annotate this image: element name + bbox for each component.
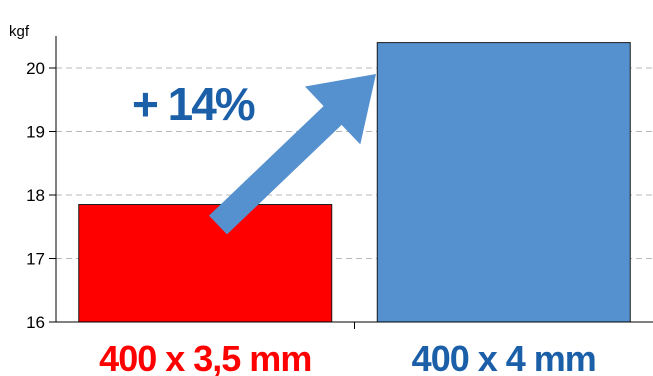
y-tick-label: 17 bbox=[26, 250, 45, 269]
y-tick-label: 19 bbox=[26, 123, 45, 142]
y-ticks: 16 17 18 19 20 bbox=[26, 59, 56, 332]
increase-annotation: + 14% bbox=[132, 78, 255, 130]
y-tick-label: 18 bbox=[26, 186, 45, 205]
bar bbox=[376, 42, 631, 323]
increase-arrow bbox=[209, 74, 376, 235]
x-category-label: 400 x 3,5 mm bbox=[99, 338, 311, 376]
bar bbox=[78, 204, 333, 323]
arrow-icon bbox=[209, 74, 376, 235]
y-tick-label: 16 bbox=[26, 313, 45, 332]
bars bbox=[78, 42, 631, 323]
category-labels: 400 x 3,5 mm 400 x 4 mm bbox=[99, 338, 597, 376]
x-category-label: 400 x 4 mm bbox=[412, 338, 596, 376]
y-axis-unit-label: kgf bbox=[9, 23, 30, 40]
y-tick-label: 20 bbox=[26, 59, 45, 78]
